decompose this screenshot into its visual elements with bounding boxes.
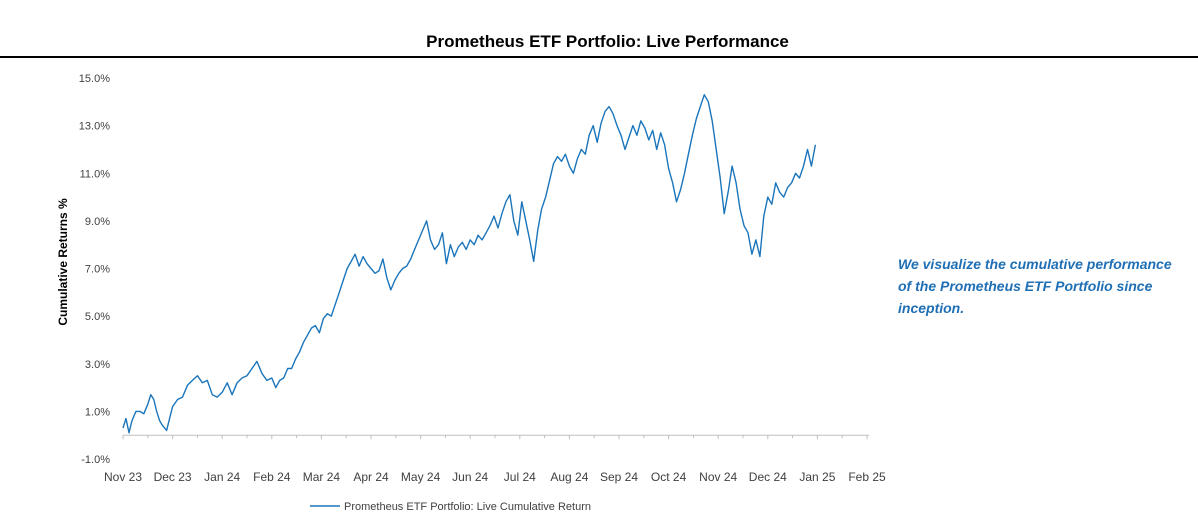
y-axis-label: Cumulative Returns % — [56, 198, 70, 326]
x-tick-label: Aug 24 — [550, 470, 588, 484]
y-tick-label: 5.0% — [85, 311, 110, 323]
y-tick-label: 9.0% — [85, 216, 110, 228]
x-axis-ticks: Nov 23 Dec 23 Jan 24 Feb 24 Mar 24 Apr 24 May … — [104, 435, 886, 484]
x-tick-label: Nov 24 — [699, 470, 737, 484]
title-divider — [0, 56, 1198, 58]
x-tick-label: Dec 24 — [749, 470, 787, 484]
x-tick-label: Jun 24 — [452, 470, 488, 484]
y-tick-label: 13.0% — [79, 121, 110, 133]
x-tick-label: Dec 23 — [154, 470, 192, 484]
y-axis-ticks: 15.0% 13.0% 11.0% 9.0% 7.0% 5.0% 3.0% 1.0% -1.0% — [79, 73, 110, 466]
chart-title: Prometheus ETF Portfolio: Live Performan… — [426, 32, 789, 51]
x-tick-label: Jan 25 — [799, 470, 835, 484]
y-tick-label: 7.0% — [85, 264, 110, 276]
x-tick-label: Feb 24 — [253, 470, 291, 484]
x-tick-label: Sep 24 — [600, 470, 638, 484]
y-tick-label: 15.0% — [79, 73, 110, 85]
x-tick-label: Jan 24 — [204, 470, 240, 484]
side-note: We visualize the cumulative performance … — [898, 256, 1172, 316]
y-tick-label: 1.0% — [85, 406, 110, 418]
x-tick-label: Jul 24 — [504, 470, 536, 484]
x-tick-label: Nov 23 — [104, 470, 142, 484]
x-tick-label: Mar 24 — [303, 470, 341, 484]
y-tick-label: 11.0% — [80, 168, 111, 180]
series-line — [122, 94, 817, 434]
x-tick-label: Feb 25 — [848, 470, 886, 484]
legend-label: Prometheus ETF Portfolio: Live Cumulativ… — [344, 501, 591, 513]
x-tick-label: May 24 — [401, 470, 441, 484]
y-tick-label: -1.0% — [81, 454, 110, 466]
x-tick-label: Oct 24 — [651, 470, 687, 484]
x-tick-label: Apr 24 — [353, 470, 389, 484]
y-tick-label: 3.0% — [85, 359, 110, 371]
